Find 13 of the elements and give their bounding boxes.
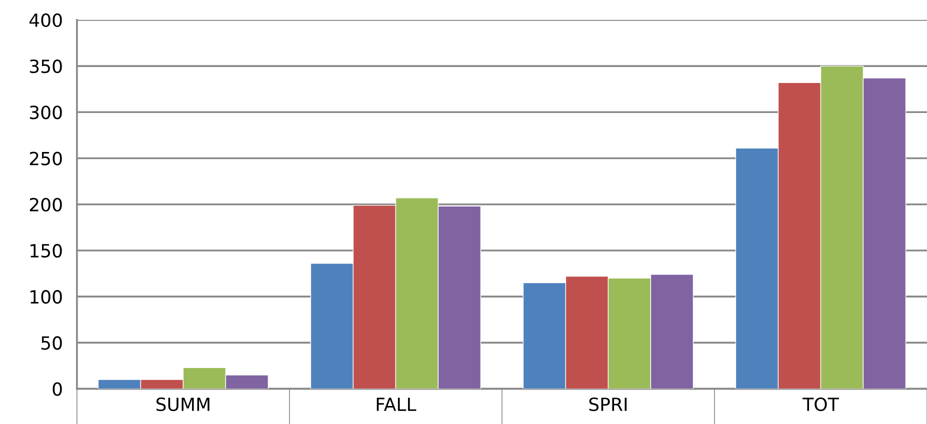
y-tick-label: 50 — [41, 336, 62, 350]
x-tick-label: FALL — [376, 398, 416, 411]
y-tick-label: 300 — [30, 106, 62, 120]
x-tick-label: TOT — [802, 397, 839, 412]
y-tick-label: 350 — [30, 59, 62, 74]
y-tick-label: 400 — [29, 13, 62, 28]
y-tick-label: 200 — [30, 198, 62, 212]
x-tick-label: SPRI — [589, 397, 627, 412]
y-tick-label: 250 — [30, 152, 62, 166]
y-tick-label: 150 — [30, 244, 62, 258]
y-tick-label: 0 — [52, 382, 62, 396]
y-tick-label: 100 — [30, 290, 62, 304]
x-tick-label: SUMM — [156, 397, 210, 412]
